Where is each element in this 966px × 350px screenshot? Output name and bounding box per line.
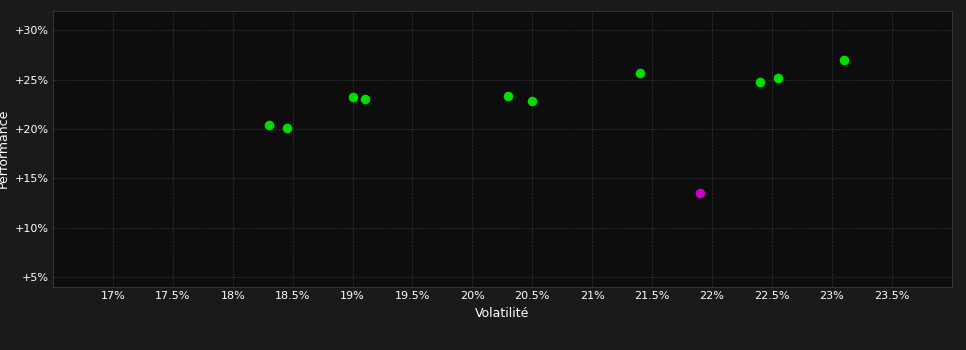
- Point: [693, 190, 708, 196]
- Point: [261, 122, 276, 128]
- Point: [500, 93, 516, 99]
- Point: [345, 94, 360, 100]
- Point: [753, 79, 768, 84]
- Y-axis label: Performance: Performance: [0, 109, 10, 188]
- Point: [279, 125, 295, 131]
- Point: [633, 70, 648, 76]
- X-axis label: Volatilité: Volatilité: [475, 307, 529, 320]
- Point: [525, 99, 540, 104]
- Point: [836, 57, 851, 63]
- Point: [356, 97, 372, 102]
- Point: [770, 75, 785, 80]
